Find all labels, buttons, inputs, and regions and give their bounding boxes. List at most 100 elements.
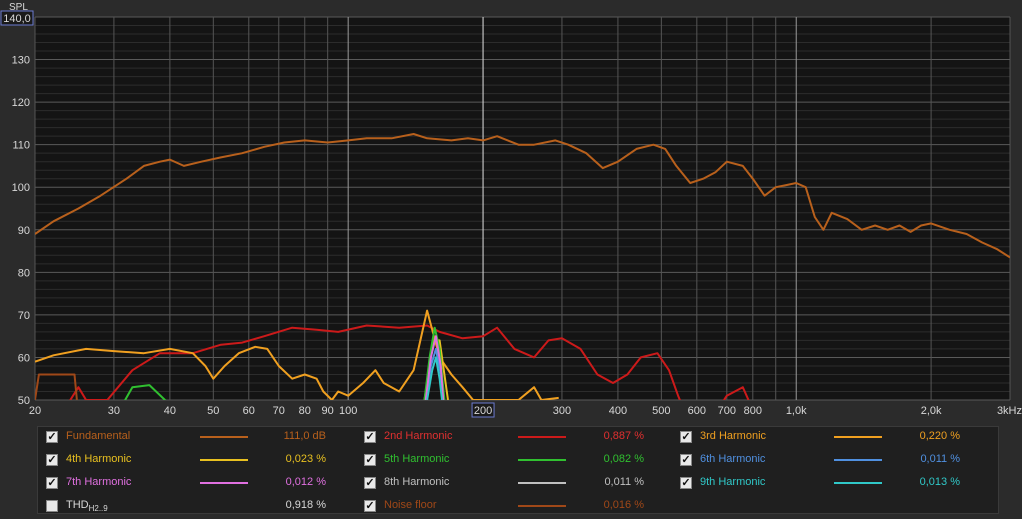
checkbox[interactable]: ✓ <box>364 431 376 443</box>
x-tick-label: 400 <box>609 405 627 417</box>
legend-swatch <box>834 459 882 461</box>
x-tick-label: 70 <box>273 405 285 417</box>
x-tick-label: 300 <box>553 405 571 417</box>
legend-label: 9th Harmonic <box>700 476 766 488</box>
series-line-fundamental <box>35 133 1010 259</box>
legend-value: 0,220 % <box>919 430 960 442</box>
checkbox[interactable]: ✓ <box>46 454 58 466</box>
legend-label: Noise floor <box>384 499 437 511</box>
legend-value: 0,082 % <box>603 453 644 465</box>
legend-value: 0,016 % <box>603 499 644 511</box>
legend-label: 2nd Harmonic <box>384 430 453 442</box>
x-tick-label: 80 <box>299 405 311 417</box>
plot-background <box>35 17 1010 400</box>
series-line-noise-floor <box>35 373 78 400</box>
plot-area[interactable]: 130 120 110 100 90 80 70 60 50 20 30 40 50 60 70 80 90 10… <box>0 0 1022 420</box>
legend-item-7th-harmonic[interactable]: ✓ 7th Harmonic 0,012 % <box>38 473 356 496</box>
legend-value: 0,013 % <box>919 476 960 488</box>
legend-label: 5th Harmonic <box>384 453 450 465</box>
ymax-value: 140,0 <box>3 13 31 25</box>
legend-value: 0,011 % <box>920 453 960 465</box>
legend-item-6th-harmonic[interactable]: ✓ 6th Harmonic 0,011 % <box>672 450 990 473</box>
x-tick-label: 100 <box>339 405 357 417</box>
x-tick-label: 3kHz <box>997 405 1022 417</box>
y-tick-label: 90 <box>18 225 30 237</box>
x-tick-label: 40 <box>164 405 176 417</box>
legend-item-5th-harmonic[interactable]: ✓ 5th Harmonic 0,082 % <box>356 450 674 473</box>
legend-row-3: ✓ 7th Harmonic 0,012 % ✓ 8th Harmonic 0,… <box>38 473 998 496</box>
legend-swatch <box>518 436 566 438</box>
y-axis-label: SPL <box>9 2 28 13</box>
y-tick-label: 70 <box>18 310 30 322</box>
checkbox[interactable]: ✓ <box>46 477 58 489</box>
series-line-7th-harmonic <box>424 335 445 400</box>
series-line-3rd-harmonic <box>35 309 559 400</box>
x-tick-label: 700 <box>718 405 736 417</box>
x-tick-label: 30 <box>108 405 120 417</box>
legend-item-8th-harmonic[interactable]: ✓ 8th Harmonic 0,011 % <box>356 473 674 496</box>
checkbox[interactable]: ✓ <box>680 454 692 466</box>
legend-value: 0,887 % <box>603 430 644 442</box>
x-tick-label: 1,0k <box>786 405 807 417</box>
legend-swatch <box>200 459 248 461</box>
legend-value: 0,023 % <box>285 453 326 465</box>
legend-item-4th-harmonic[interactable]: ✓ 4th Harmonic 0,023 % <box>38 450 356 473</box>
checkbox[interactable]: ✓ <box>680 431 692 443</box>
legend-value: 0,011 % <box>604 476 644 488</box>
legend-value: 0,012 % <box>285 476 326 488</box>
x-tick-label: 600 <box>688 405 706 417</box>
legend-swatch <box>518 505 566 507</box>
checkbox[interactable]: ✓ <box>46 431 58 443</box>
x-tick-label: 50 <box>207 405 219 417</box>
y-tick-label: 100 <box>12 182 30 194</box>
legend-label: 8th Harmonic <box>384 476 450 488</box>
checkbox[interactable]: ✓ <box>680 477 692 489</box>
x-tick-label: 800 <box>744 405 762 417</box>
y-tick-label: 50 <box>18 395 30 407</box>
legend-swatch <box>834 482 882 484</box>
legend-swatch <box>518 459 566 461</box>
legend-label: 4th Harmonic <box>66 453 132 465</box>
x-tick-label: 90 <box>322 405 334 417</box>
legend-label: 6th Harmonic <box>700 453 766 465</box>
legend-value: 111,0 dB <box>283 430 326 442</box>
legend-label: 7th Harmonic <box>66 476 132 488</box>
legend-item-2nd-harmonic[interactable]: ✓ 2nd Harmonic 0,887 % <box>356 427 674 450</box>
y-tick-label: 120 <box>12 97 30 109</box>
legend-row-1: ✓ Fundamental 111,0 dB ✓ 2nd Harmonic 0,… <box>38 427 998 450</box>
y-tick-label: 80 <box>18 267 30 279</box>
checkbox[interactable]: ✓ <box>364 454 376 466</box>
legend-swatch <box>200 436 248 438</box>
legend-label: THDH2..9 <box>66 499 108 513</box>
x-tick-label: 2,0k <box>921 405 942 417</box>
ymax-box <box>0 10 34 26</box>
legend-value: 0,918 % <box>285 499 326 511</box>
x-tick-label: 60 <box>243 405 255 417</box>
legend-label: Fundamental <box>66 430 131 442</box>
legend-swatch <box>834 436 882 438</box>
legend-row-2: ✓ 4th Harmonic 0,023 % ✓ 5th Harmonic 0,… <box>38 450 998 473</box>
y-tick-label: 130 <box>12 55 30 67</box>
legend-panel: ✓ Fundamental 111,0 dB ✓ 2nd Harmonic 0,… <box>37 426 999 514</box>
cursor-label-box <box>471 402 495 418</box>
legend-item-9th-harmonic[interactable]: ✓ 9th Harmonic 0,013 % <box>672 473 990 496</box>
legend-item-3rd-harmonic[interactable]: ✓ 3rd Harmonic 0,220 % <box>672 427 990 450</box>
legend-item-thd[interactable]: THDH2..9 0,918 % <box>38 496 356 519</box>
legend-swatch <box>200 482 248 484</box>
legend-label: 3rd Harmonic <box>700 430 767 442</box>
legend-item-fundamental[interactable]: ✓ Fundamental 111,0 dB <box>38 427 356 450</box>
series-line-9th-harmonic <box>426 356 443 400</box>
thd-label: THD <box>66 499 89 511</box>
x-tick-label: 20 <box>29 405 41 417</box>
legend-swatch <box>518 482 566 484</box>
legend-item-noise-floor[interactable]: ✓ Noise floor 0,016 % <box>356 496 674 519</box>
checkbox[interactable]: ✓ <box>364 477 376 489</box>
series-line-5th-harmonic <box>123 384 167 400</box>
checkbox[interactable] <box>46 500 58 512</box>
x-tick-label: 500 <box>652 405 670 417</box>
y-tick-label: 110 <box>12 140 30 152</box>
series-line-2nd-harmonic <box>69 324 750 400</box>
checkbox[interactable]: ✓ <box>364 500 376 512</box>
thd-subscript: H2..9 <box>88 504 108 514</box>
